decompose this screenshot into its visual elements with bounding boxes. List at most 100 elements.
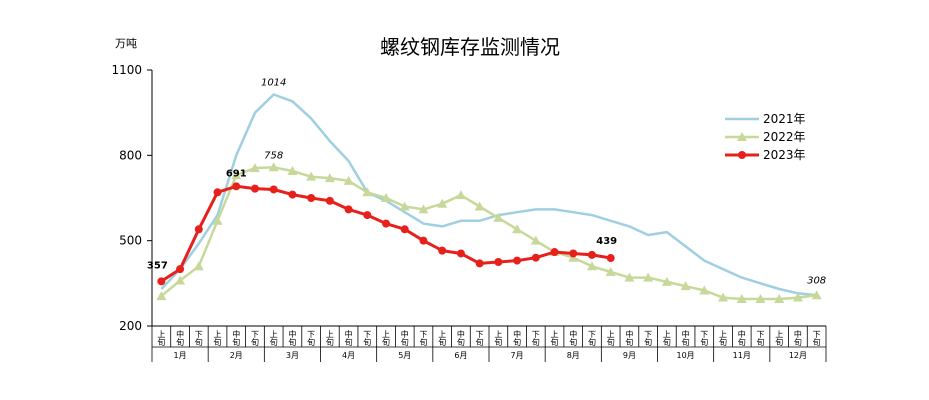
x-tick-label: 旬 xyxy=(363,337,371,347)
legend-label: 2023年 xyxy=(763,148,806,162)
x-tick-label: 中 xyxy=(232,329,240,339)
data-point xyxy=(587,250,596,259)
y-tick-label: 800 xyxy=(119,148,142,162)
x-tick-label: 上 xyxy=(157,330,165,339)
month-label: 8月 xyxy=(567,351,580,360)
axes: 2005008001100上旬中旬下旬上旬中旬下旬上旬中旬下旬上旬中旬下旬上旬中… xyxy=(111,63,827,362)
data-point xyxy=(792,292,803,302)
data-point xyxy=(493,212,504,222)
x-tick-label: 旬 xyxy=(663,337,671,347)
month-label: 12月 xyxy=(789,351,807,360)
data-point xyxy=(419,236,428,245)
x-tick-label: 旬 xyxy=(214,337,222,347)
data-point xyxy=(268,162,279,172)
x-tick-label: 下 xyxy=(476,330,484,339)
series-line-0 xyxy=(160,93,817,297)
x-tick-label: 下 xyxy=(307,330,315,339)
x-tick-label: 下 xyxy=(644,330,652,339)
data-point xyxy=(550,248,559,257)
data-point xyxy=(475,259,484,268)
data-label: 758 xyxy=(264,150,283,161)
x-tick-label: 中 xyxy=(682,329,690,339)
data-point xyxy=(456,249,465,258)
x-tick-label: 旬 xyxy=(813,337,821,347)
data-point xyxy=(194,225,203,234)
data-point xyxy=(624,272,635,282)
data-point xyxy=(774,293,785,303)
data-point xyxy=(755,293,766,303)
data-point xyxy=(344,205,353,214)
x-tick-label: 下 xyxy=(532,330,540,339)
x-tick-label: 中 xyxy=(288,329,296,339)
month-label: 7月 xyxy=(511,351,524,360)
data-point xyxy=(176,265,185,274)
data-point xyxy=(382,219,391,228)
data-point xyxy=(811,290,822,300)
data-point xyxy=(399,201,410,211)
x-tick-label: 上 xyxy=(326,330,334,339)
x-tick-label: 上 xyxy=(719,330,727,339)
data-point xyxy=(287,165,298,175)
month-label: 10月 xyxy=(676,351,694,360)
month-label: 2月 xyxy=(230,351,243,360)
x-tick-label: 上 xyxy=(494,330,502,339)
data-point xyxy=(193,261,204,271)
y-tick-label: 500 xyxy=(119,234,142,248)
x-tick-label: 上 xyxy=(607,330,615,339)
x-tick-label: 旬 xyxy=(644,337,652,347)
data-label: 691 xyxy=(226,168,247,179)
data-point xyxy=(513,256,522,265)
data-point xyxy=(269,185,278,194)
x-tick-label: 旬 xyxy=(756,337,764,347)
x-tick-label: 下 xyxy=(700,330,708,339)
x-tick-label: 旬 xyxy=(438,337,446,347)
x-tick-label: 旬 xyxy=(513,337,521,347)
data-point xyxy=(175,275,186,285)
data-point xyxy=(680,281,691,291)
x-tick-label: 旬 xyxy=(719,337,727,347)
legend: 2021年 2022年 2023年 xyxy=(725,112,806,162)
month-label: 11月 xyxy=(733,351,751,360)
x-tick-label: 旬 xyxy=(382,337,390,347)
x-tick-label: 下 xyxy=(251,330,259,339)
data-point xyxy=(569,249,578,258)
legend-marker xyxy=(737,132,747,141)
data-point xyxy=(306,171,317,181)
y-tick-label: 1100 xyxy=(111,63,142,77)
month-label: 4月 xyxy=(342,351,355,360)
data-label: 1014 xyxy=(261,77,286,88)
y-tick-label: 200 xyxy=(119,319,142,333)
data-label: 308 xyxy=(807,275,826,286)
data-point xyxy=(530,235,541,245)
data-point xyxy=(288,190,297,199)
month-label: 3月 xyxy=(286,351,299,360)
chart-title: 螺纹钢库存监测情况 xyxy=(380,35,560,59)
x-tick-label: 中 xyxy=(625,329,633,339)
data-point xyxy=(250,184,259,193)
x-tick-label: 中 xyxy=(176,329,184,339)
x-tick-label: 中 xyxy=(738,329,746,339)
x-tick-label: 旬 xyxy=(288,337,296,347)
data-point xyxy=(437,198,448,208)
x-tick-label: 上 xyxy=(775,330,783,339)
x-tick-label: 旬 xyxy=(794,337,802,347)
data-point xyxy=(455,190,466,200)
data-point xyxy=(324,173,335,183)
data-point xyxy=(400,225,409,234)
x-tick-label: 旬 xyxy=(625,337,633,347)
x-tick-label: 旬 xyxy=(738,337,746,347)
data-point xyxy=(531,253,540,262)
data-point xyxy=(325,196,334,205)
data-point xyxy=(418,204,429,214)
x-tick-label: 上 xyxy=(270,330,278,339)
x-tick-label: 下 xyxy=(813,330,821,339)
x-tick-label: 旬 xyxy=(419,337,427,347)
data-point xyxy=(605,266,616,276)
x-tick-label: 旬 xyxy=(682,337,690,347)
data-point xyxy=(718,292,729,302)
month-label: 9月 xyxy=(623,351,636,360)
data-label: 439 xyxy=(596,236,617,247)
x-tick-label: 下 xyxy=(363,330,371,339)
data-point xyxy=(249,163,260,173)
